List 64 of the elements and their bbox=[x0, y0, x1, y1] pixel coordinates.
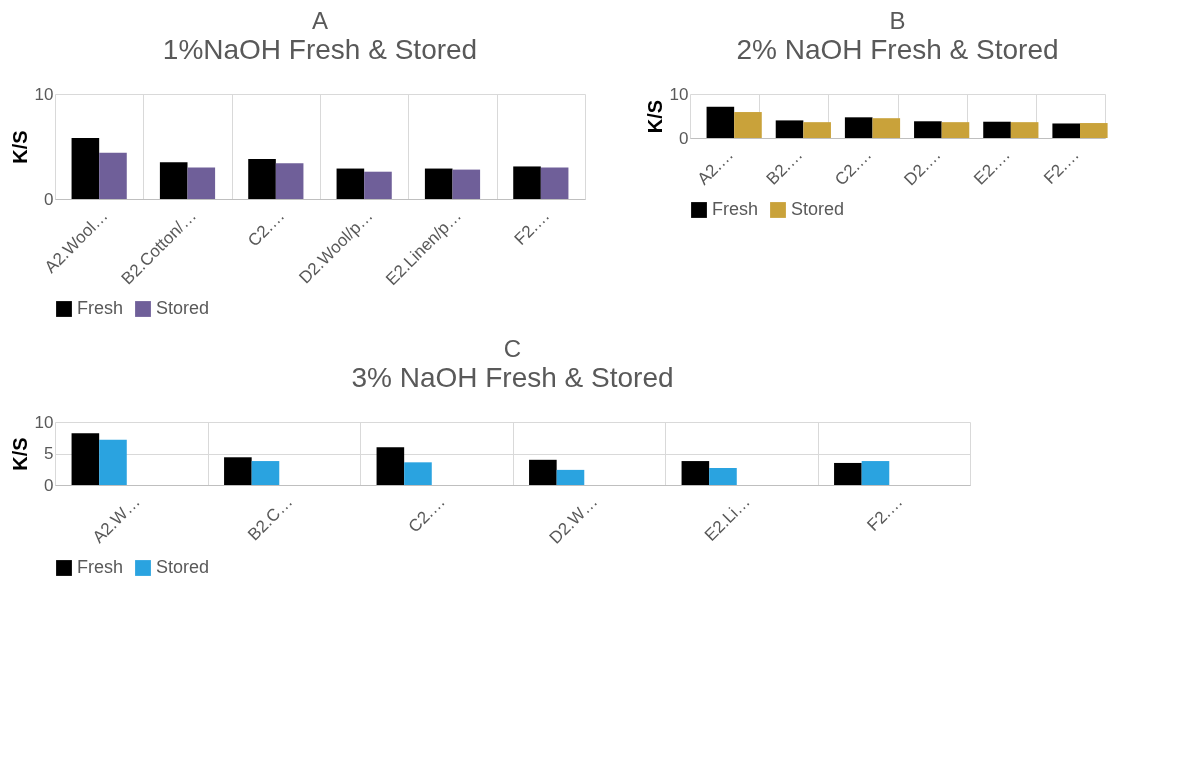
bar bbox=[71, 138, 100, 199]
bar bbox=[709, 467, 737, 485]
bar bbox=[71, 433, 100, 485]
bar bbox=[803, 122, 831, 138]
bar bbox=[1052, 123, 1080, 138]
legend-label: Stored bbox=[156, 298, 210, 318]
bar bbox=[983, 121, 1011, 138]
bar bbox=[513, 166, 541, 199]
chart-subtitle: 2% NaOH Fresh & Stored bbox=[736, 34, 1059, 65]
bar bbox=[1080, 123, 1108, 138]
chart-title: B bbox=[889, 7, 906, 34]
x-tick-label: C2.… bbox=[831, 145, 876, 190]
bar bbox=[248, 159, 276, 199]
bar bbox=[540, 167, 569, 199]
bar bbox=[556, 469, 585, 485]
bar bbox=[734, 112, 762, 138]
bar bbox=[99, 439, 127, 485]
bar bbox=[275, 163, 304, 199]
y-axis-title: K/S bbox=[643, 99, 666, 134]
bar bbox=[251, 461, 280, 485]
y-tick-label: 10 bbox=[669, 84, 689, 104]
y-tick-label: 5 bbox=[44, 444, 54, 463]
bar bbox=[376, 447, 405, 485]
legend-label: Fresh bbox=[77, 298, 124, 318]
bar bbox=[681, 461, 710, 485]
chart-subtitle: 3% NaOH Fresh & Stored bbox=[351, 362, 674, 393]
y-axis-title: K/S bbox=[8, 130, 31, 164]
y-tick-label: 10 bbox=[34, 84, 54, 104]
bar bbox=[187, 167, 216, 199]
bar bbox=[336, 168, 365, 199]
y-tick-label: 0 bbox=[44, 189, 54, 209]
bar bbox=[99, 152, 127, 199]
bar bbox=[941, 122, 970, 138]
chart-subtitle: 1%NaOH Fresh & Stored bbox=[162, 34, 478, 65]
x-tick-label: F2.… bbox=[863, 492, 907, 535]
bar bbox=[404, 462, 432, 485]
bar bbox=[529, 459, 557, 485]
bar bbox=[834, 462, 862, 485]
bar bbox=[452, 169, 481, 199]
bar bbox=[424, 168, 453, 199]
bar bbox=[159, 162, 188, 199]
y-axis-title: K/S bbox=[8, 437, 31, 471]
legend-label: Stored bbox=[791, 199, 845, 219]
y-tick-label: 10 bbox=[34, 412, 54, 432]
bar bbox=[364, 171, 392, 199]
y-tick-label: 0 bbox=[44, 475, 54, 495]
x-tick-label: F2.… bbox=[510, 206, 554, 249]
x-tick-label: F2.… bbox=[1040, 145, 1083, 188]
bar bbox=[224, 457, 252, 485]
chart-title: C bbox=[503, 335, 522, 362]
bar bbox=[706, 106, 735, 138]
legend-label: Stored bbox=[156, 557, 210, 577]
legend-label: Fresh bbox=[77, 557, 124, 577]
bar bbox=[872, 118, 901, 138]
bar bbox=[914, 121, 942, 138]
bar bbox=[775, 120, 804, 138]
y-tick-label: 0 bbox=[679, 128, 689, 148]
x-tick-label: C2.… bbox=[404, 492, 449, 537]
x-tick-label: C2.… bbox=[244, 206, 289, 251]
legend-label: Fresh bbox=[712, 199, 759, 219]
chart-title: A bbox=[311, 7, 329, 34]
bar bbox=[844, 117, 873, 138]
bar bbox=[1010, 122, 1039, 138]
bar bbox=[861, 461, 890, 485]
